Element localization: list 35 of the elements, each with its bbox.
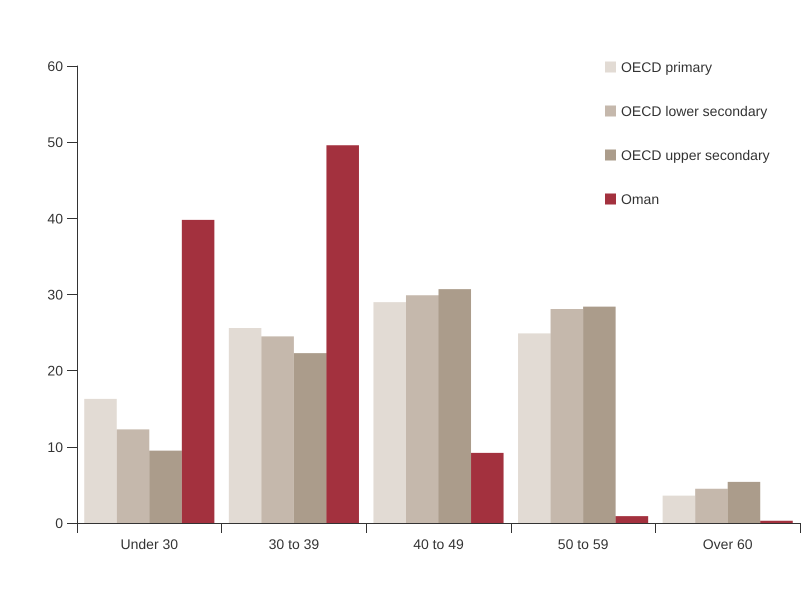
- bar: [616, 516, 648, 523]
- bar: [550, 308, 584, 523]
- x-tick-label: Over 60: [702, 536, 753, 552]
- x-tick-label: 40 to 49: [413, 536, 464, 552]
- bar: [261, 336, 294, 523]
- bar: [326, 145, 359, 523]
- y-tick-label: 50: [47, 134, 64, 150]
- x-tick-label: Under 30: [120, 536, 178, 552]
- legend-label: OECD upper secondary: [621, 147, 770, 163]
- y-tick-label: 10: [47, 438, 64, 455]
- bar: [695, 488, 728, 523]
- bar: [84, 398, 117, 523]
- bar: [406, 295, 438, 523]
- x-tick-label: 50 to 59: [558, 536, 609, 552]
- y-tick-label: 20: [47, 362, 64, 379]
- y-tick-label: 0: [55, 515, 64, 531]
- bar: [662, 496, 696, 523]
- y-tick-label: 40: [47, 210, 64, 226]
- y-tick-label: 30: [47, 286, 64, 302]
- legend-label: Oman: [621, 191, 660, 207]
- bar: [583, 306, 616, 523]
- bar: [728, 482, 760, 523]
- bar: [182, 220, 214, 523]
- bar: [471, 452, 504, 523]
- bar: [149, 450, 182, 523]
- legend-label: OECD primary: [621, 59, 712, 75]
- x-tick-label: 30 to 39: [268, 536, 320, 552]
- bar: [438, 289, 472, 523]
- bar: [294, 353, 326, 523]
- bar: [116, 429, 150, 523]
- y-tick-label: 60: [47, 58, 64, 74]
- bar: [373, 302, 406, 523]
- bar: [228, 328, 262, 523]
- legend-label: OECD lower secondary: [621, 103, 768, 119]
- bar: [518, 333, 551, 523]
